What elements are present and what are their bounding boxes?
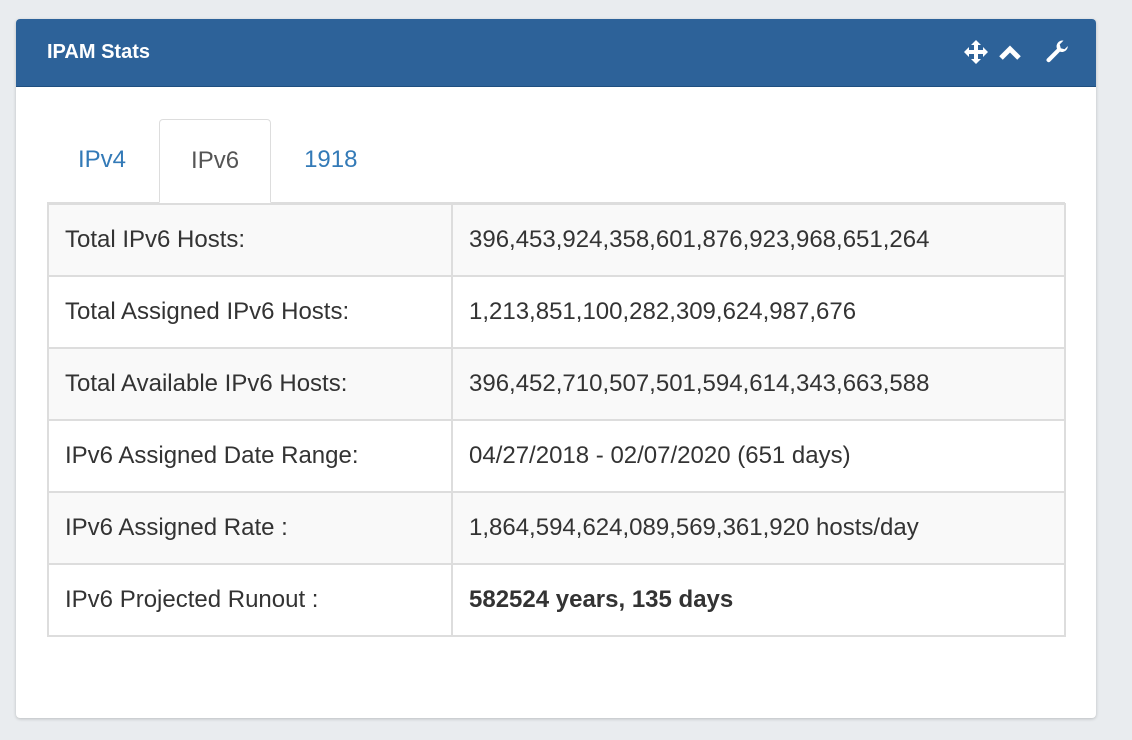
table-row: IPv6 Assigned Rate :1,864,594,624,089,56… (47, 491, 1066, 565)
tab-1918[interactable]: 1918 (304, 146, 358, 173)
table-row: Total Assigned IPv6 Hosts: 1,213,851,100,… (47, 275, 1066, 349)
table-row: IPv6 Assigned Date Range: 04/27/2018 - 02… (47, 419, 1066, 493)
ipv6-stats-table: Total IPv6 Hosts: 396,453,924,358,601,876… (47, 203, 1066, 637)
table-row: Total IPv6 Hosts: 396,453,924,358,601,876… (47, 203, 1066, 277)
tab-ipv6[interactable]: IPv6 (159, 119, 272, 203)
ip-tabs: IPv4 IPv6 1918 (47, 119, 1065, 203)
stat-value: 1,213,851,100,282,309,624,987,676 (451, 275, 1066, 349)
stat-value: 396,452,710,507,501,594,614,343,663,588 (451, 347, 1066, 421)
stat-value: 396,453,924,358,601,876,923,968,651,264 (451, 203, 1066, 277)
table-row: IPv6 Projected Runout :582524 years, 135… (47, 563, 1066, 637)
stat-value: 04/27/2018 - 02/07/2020 (651 days) (451, 419, 1066, 493)
move-icon[interactable] (964, 40, 988, 64)
stat-label: Total IPv6 Hosts: (47, 203, 453, 277)
stat-value: 1,864,594,624,089,569,361,920 hosts/day (451, 491, 1066, 565)
tab-ipv4[interactable]: IPv4 (78, 146, 127, 173)
stat-label: IPv6 Assigned Rate : (47, 491, 453, 565)
stat-label: IPv6 Assigned Date Range: (47, 419, 453, 493)
stat-label: Total Available IPv6 Hosts: (47, 347, 453, 421)
table-row: Total Available IPv6 Hosts: 396,452,710,5… (47, 347, 1066, 421)
panel-title: IPAM Stats (47, 41, 150, 63)
stat-label: Total Assigned IPv6 Hosts: (47, 275, 453, 349)
chevron-up-icon[interactable] (998, 40, 1022, 64)
stat-label: IPv6 Projected Runout : (47, 563, 453, 637)
stat-value: 582524 years, 135 days (451, 563, 1066, 637)
ipam-stats-panel: IPAM Stats IPv4 IPv6 1918 Total IPv6 Hos… (16, 19, 1096, 718)
wrench-icon[interactable] (1044, 39, 1070, 65)
panel-header: IPAM Stats (16, 19, 1096, 87)
